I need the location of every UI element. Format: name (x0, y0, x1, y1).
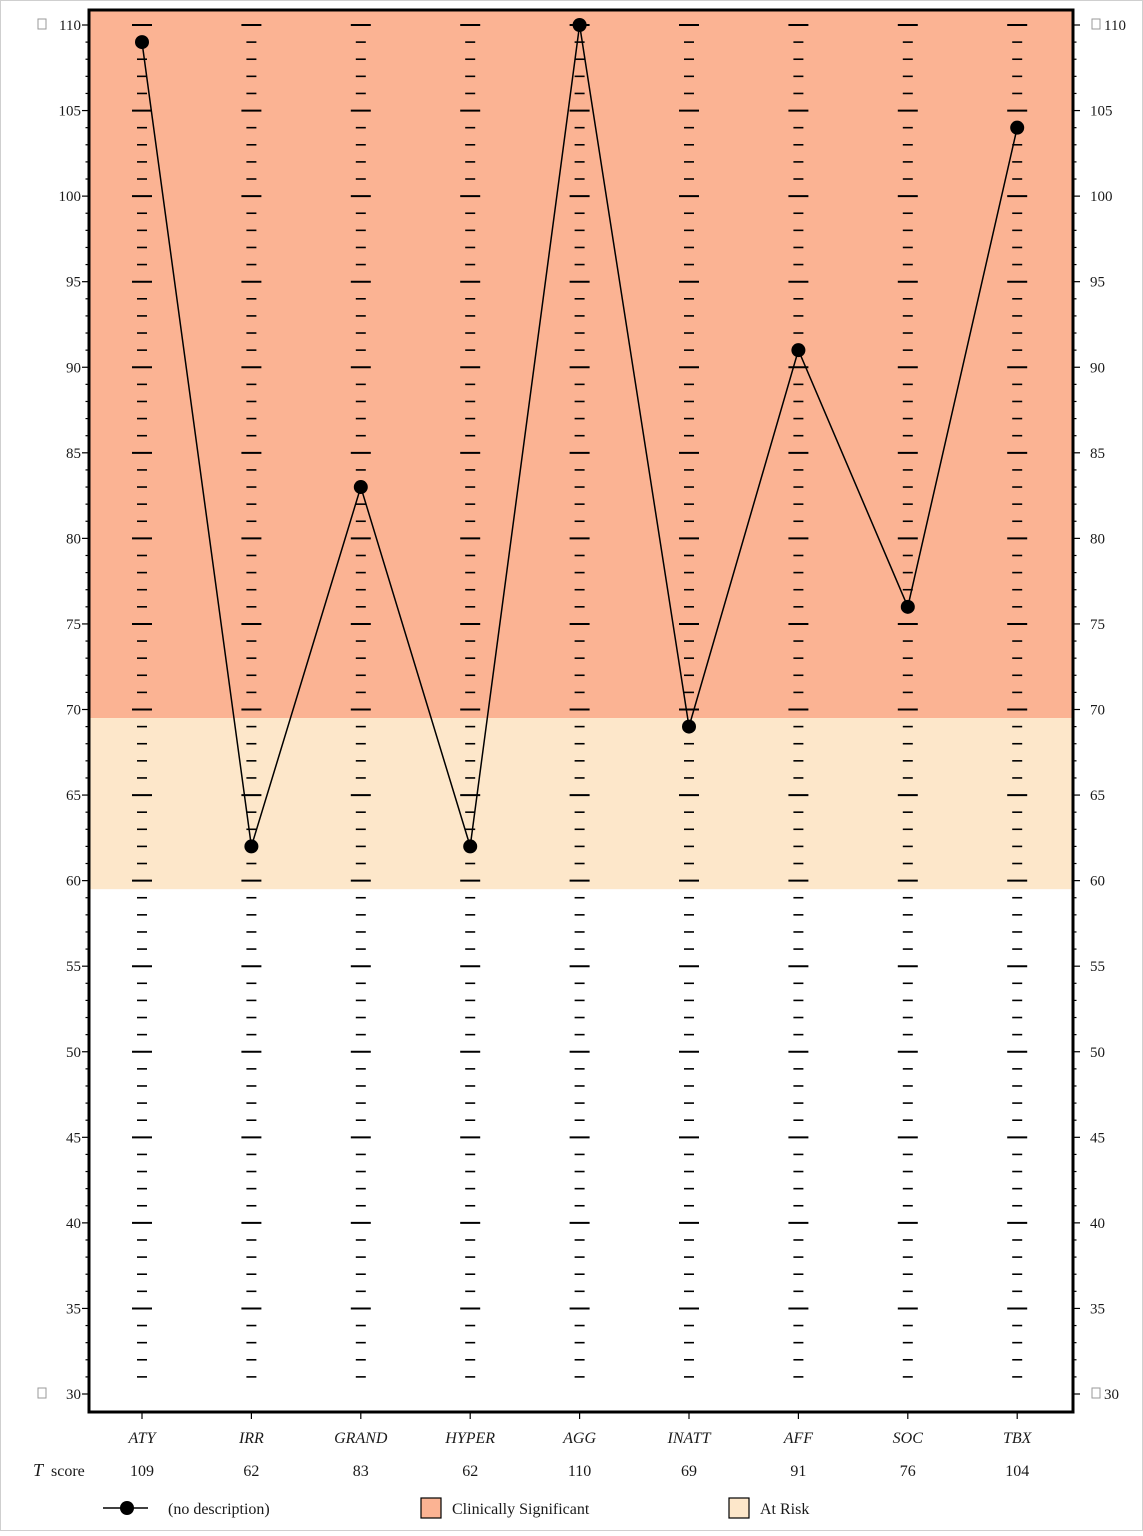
y-end-marker-right (1091, 18, 1101, 30)
data-point-hyper (463, 839, 478, 854)
y-tick-label-left: 80 (66, 531, 81, 547)
data-point-agg (572, 18, 587, 32)
y-tick-label-right: 75 (1090, 617, 1105, 633)
y-tick-label-right: 45 (1090, 1130, 1105, 1146)
legend-label: (no description) (168, 1501, 270, 1518)
grid-column-hyper (460, 24, 481, 1378)
y-end-marker-left (37, 1387, 47, 1399)
category-label: SOC (893, 1430, 924, 1447)
grid-layer (132, 24, 1028, 1378)
axes-layer: 30 30 35 35 40 40 45 45 50 50 55 55 60 60 65 65 70 70 75 75… (37, 8, 1126, 1419)
y-tick-label-left: 90 (66, 360, 81, 376)
y-tick-label-left: 45 (66, 1130, 81, 1146)
score-value: 62 (243, 1463, 259, 1480)
y-tick-label-right: 50 (1090, 1045, 1105, 1061)
y-tick-label-left: 75 (66, 617, 81, 633)
score-value: 91 (790, 1463, 806, 1480)
grid-column-inatt (679, 24, 699, 1378)
y-tick-label-right: 110 (1104, 18, 1126, 34)
y-end-marker-right (1091, 1387, 1101, 1399)
category-label: HYPER (444, 1430, 495, 1447)
legend-marker-icon (120, 1501, 134, 1515)
y-tick-label-right: 55 (1090, 959, 1105, 975)
y-tick-label-right: 95 (1090, 275, 1105, 291)
score-value: 69 (681, 1463, 697, 1480)
category-label: GRAND (334, 1430, 388, 1447)
y-tick-label-right: 85 (1090, 446, 1105, 462)
grid-column-aff (788, 24, 809, 1378)
score-row-title-main: T (33, 1460, 45, 1480)
category-label: TBX (1003, 1430, 1033, 1447)
y-tick-label-left: 110 (59, 18, 81, 34)
y-tick-label-left: 30 (66, 1387, 81, 1403)
legend-label: Clinically Significant (452, 1501, 590, 1518)
legend-item: At Risk (728, 1497, 809, 1519)
category-labels: ATY IRR GRAND HYPER AGG INATT AFF SOC TBX (128, 1430, 1033, 1447)
data-point-grand (353, 480, 368, 495)
y-tick-label-left: 40 (66, 1216, 81, 1232)
score-row-title-suffix: score (51, 1463, 85, 1480)
series-layer (135, 18, 1025, 854)
band-clinically-significant (89, 10, 1073, 719)
data-point-tbx (1010, 120, 1025, 135)
y-end-marker-left (37, 18, 47, 30)
y-tick-label-left: 70 (66, 703, 81, 719)
data-point-irr (244, 839, 259, 854)
score-value: 104 (1005, 1463, 1029, 1480)
score-value: 109 (130, 1463, 154, 1480)
grid-column-aty (132, 24, 152, 1378)
data-point-aty (135, 35, 149, 50)
y-tick-label-left: 60 (66, 874, 81, 890)
grid-column-agg (569, 24, 590, 1378)
y-tick-label-right: 35 (1090, 1301, 1105, 1317)
score-value: 110 (568, 1463, 591, 1480)
category-label: INATT (667, 1430, 712, 1447)
y-tick-label-right: 70 (1090, 703, 1105, 719)
grid-column-grand (350, 24, 371, 1378)
score-value: 83 (353, 1463, 369, 1480)
plot-frame (87, 8, 1075, 1414)
y-tick-label-left: 95 (66, 275, 81, 291)
y-tick-label-right: 65 (1090, 788, 1105, 804)
band-layer (89, 10, 1073, 890)
legend-item: Clinically Significant (420, 1497, 590, 1519)
y-tick-label-right: 40 (1090, 1216, 1105, 1232)
data-point-inatt (682, 719, 696, 734)
y-tick-label-left: 55 (66, 959, 81, 975)
y-tick-label-right: 60 (1090, 874, 1105, 890)
score-value: 76 (900, 1463, 916, 1480)
y-tick-label-left: 35 (66, 1301, 81, 1317)
y-tick-label-right: 30 (1104, 1387, 1119, 1403)
data-point-aff (791, 343, 806, 358)
category-label: AFF (783, 1430, 814, 1447)
grid-column-soc (897, 24, 918, 1378)
data-point-soc (900, 599, 915, 614)
legend-swatch-icon (728, 1497, 750, 1519)
y-tick-label-right: 90 (1090, 360, 1105, 376)
score-value: 62 (462, 1463, 478, 1480)
category-label: IRR (238, 1430, 264, 1447)
y-tick-label-left: 85 (66, 446, 81, 462)
y-tick-label-left: 65 (66, 788, 81, 804)
y-tick-label-right: 105 (1090, 104, 1113, 120)
band-at-risk (89, 718, 1073, 890)
y-tick-label-left: 100 (59, 189, 82, 205)
y-tick-label-left: 105 (59, 104, 82, 120)
legend-item: (no description) (103, 1501, 270, 1518)
y-tick-label-left: 50 (66, 1045, 81, 1061)
legend: (no description) Clinically Significant At… (103, 1497, 809, 1519)
y-tick-label-right: 100 (1090, 189, 1113, 205)
y-tick-label-right: 80 (1090, 531, 1105, 547)
legend-label: At Risk (760, 1501, 809, 1518)
category-label: AGG (562, 1430, 596, 1447)
category-label: ATY (128, 1430, 158, 1447)
legend-swatch-icon (420, 1497, 442, 1519)
